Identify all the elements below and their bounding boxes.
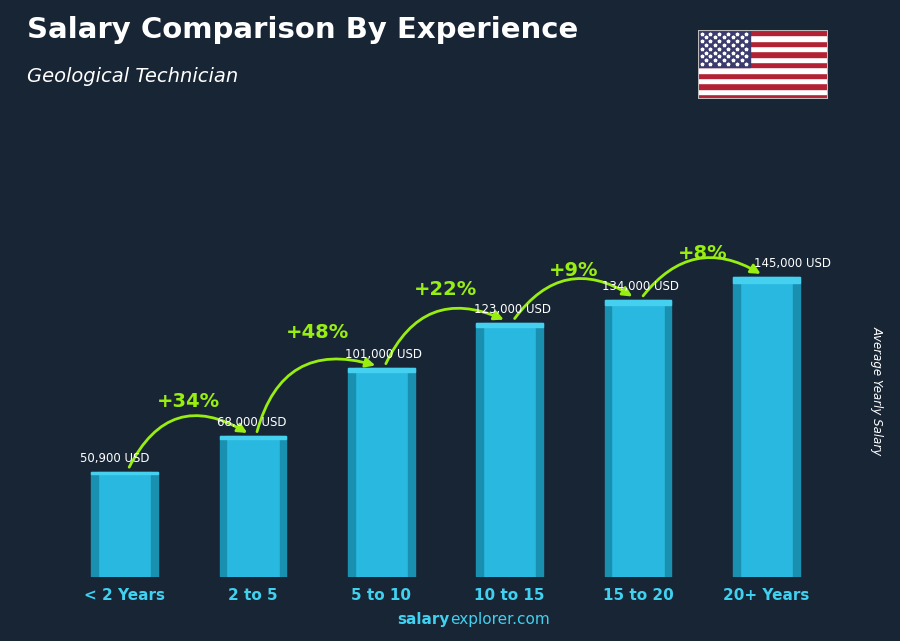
- Bar: [733, 278, 800, 283]
- Bar: [536, 323, 543, 577]
- Bar: [348, 369, 355, 577]
- Text: Geological Technician: Geological Technician: [27, 67, 238, 87]
- Bar: [226, 437, 280, 577]
- Bar: [698, 57, 828, 62]
- Bar: [698, 67, 828, 72]
- Bar: [740, 278, 793, 577]
- Bar: [698, 78, 828, 83]
- Text: explorer.com: explorer.com: [450, 612, 550, 627]
- Text: +9%: +9%: [549, 261, 598, 280]
- Bar: [698, 83, 828, 88]
- Bar: [698, 94, 828, 99]
- Bar: [698, 46, 828, 51]
- Text: +34%: +34%: [158, 392, 220, 411]
- Bar: [698, 41, 828, 46]
- Text: 134,000 USD: 134,000 USD: [602, 280, 680, 293]
- Bar: [280, 437, 286, 577]
- Bar: [698, 88, 828, 94]
- FancyArrowPatch shape: [515, 278, 630, 319]
- Bar: [91, 472, 98, 577]
- Bar: [348, 369, 415, 372]
- Bar: [483, 323, 536, 577]
- Bar: [220, 437, 286, 439]
- Bar: [476, 323, 543, 328]
- Text: +48%: +48%: [285, 324, 349, 342]
- Bar: [665, 300, 671, 577]
- Text: salary: salary: [398, 612, 450, 627]
- Text: 50,900 USD: 50,900 USD: [80, 451, 149, 465]
- FancyArrowPatch shape: [257, 359, 373, 431]
- Bar: [151, 472, 158, 577]
- Text: 123,000 USD: 123,000 USD: [473, 303, 551, 315]
- Bar: [408, 369, 415, 577]
- Bar: [355, 369, 408, 577]
- Text: 101,000 USD: 101,000 USD: [346, 348, 422, 361]
- Text: 68,000 USD: 68,000 USD: [217, 416, 286, 429]
- Text: +8%: +8%: [678, 244, 727, 263]
- Bar: [698, 30, 828, 35]
- FancyArrowPatch shape: [644, 258, 758, 296]
- Bar: [698, 35, 828, 41]
- Bar: [698, 51, 828, 57]
- Bar: [698, 30, 750, 67]
- Bar: [698, 62, 828, 67]
- Text: Salary Comparison By Experience: Salary Comparison By Experience: [27, 16, 578, 44]
- Bar: [220, 437, 226, 577]
- Bar: [605, 300, 611, 577]
- Bar: [91, 472, 158, 474]
- Bar: [793, 278, 800, 577]
- Bar: [733, 278, 740, 577]
- Text: 145,000 USD: 145,000 USD: [753, 257, 831, 271]
- Text: Average Yearly Salary: Average Yearly Salary: [871, 326, 884, 456]
- Bar: [611, 300, 665, 577]
- Bar: [698, 72, 828, 78]
- Bar: [98, 472, 151, 577]
- Bar: [605, 300, 671, 305]
- Bar: [476, 323, 483, 577]
- Text: +22%: +22%: [414, 280, 477, 299]
- FancyArrowPatch shape: [130, 415, 245, 467]
- FancyArrowPatch shape: [386, 308, 501, 363]
